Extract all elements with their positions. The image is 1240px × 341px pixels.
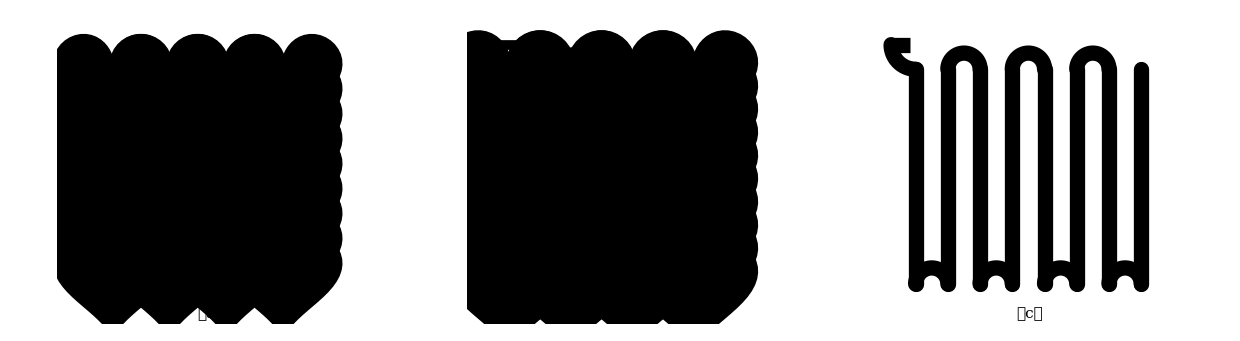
Polygon shape (110, 234, 228, 340)
Polygon shape (167, 184, 285, 291)
Polygon shape (110, 109, 228, 216)
Polygon shape (568, 54, 696, 169)
Polygon shape (507, 54, 635, 169)
Polygon shape (53, 159, 171, 266)
Polygon shape (445, 101, 573, 216)
Polygon shape (630, 124, 758, 239)
Polygon shape (167, 234, 285, 340)
Polygon shape (507, 77, 635, 193)
Polygon shape (630, 101, 758, 216)
Polygon shape (224, 109, 342, 216)
Polygon shape (224, 159, 342, 266)
Polygon shape (445, 54, 573, 169)
Polygon shape (110, 34, 228, 141)
Polygon shape (630, 31, 758, 146)
Polygon shape (167, 85, 285, 191)
Polygon shape (53, 184, 171, 291)
Polygon shape (507, 217, 635, 332)
Polygon shape (224, 85, 342, 191)
Polygon shape (507, 101, 635, 216)
Polygon shape (167, 134, 285, 241)
Polygon shape (445, 31, 573, 146)
Polygon shape (167, 60, 285, 166)
Polygon shape (445, 240, 573, 341)
Polygon shape (224, 184, 342, 291)
Polygon shape (110, 209, 228, 315)
Polygon shape (507, 124, 635, 239)
Polygon shape (110, 134, 228, 241)
Polygon shape (224, 134, 342, 241)
Polygon shape (167, 109, 285, 216)
Polygon shape (224, 60, 342, 166)
Polygon shape (630, 193, 758, 309)
Polygon shape (53, 234, 171, 340)
Polygon shape (224, 209, 342, 315)
Polygon shape (53, 134, 171, 241)
Polygon shape (630, 217, 758, 332)
Polygon shape (110, 159, 228, 266)
Polygon shape (507, 147, 635, 262)
Polygon shape (630, 54, 758, 169)
Polygon shape (110, 85, 228, 191)
Polygon shape (445, 217, 573, 332)
Polygon shape (224, 34, 342, 141)
Polygon shape (568, 77, 696, 193)
Polygon shape (630, 77, 758, 193)
Polygon shape (507, 170, 635, 285)
Polygon shape (568, 217, 696, 332)
Polygon shape (53, 34, 171, 141)
Polygon shape (630, 240, 758, 341)
Polygon shape (568, 124, 696, 239)
Polygon shape (224, 234, 342, 340)
Polygon shape (568, 193, 696, 309)
Polygon shape (167, 34, 285, 141)
Polygon shape (445, 77, 573, 193)
Polygon shape (630, 147, 758, 262)
Polygon shape (568, 170, 696, 285)
Polygon shape (53, 109, 171, 216)
Text: （c）: （c） (1016, 307, 1043, 321)
Polygon shape (53, 85, 171, 191)
Polygon shape (167, 209, 285, 315)
Polygon shape (568, 101, 696, 216)
Polygon shape (630, 170, 758, 285)
Polygon shape (445, 147, 573, 262)
Text: （b）: （b） (606, 307, 634, 321)
Polygon shape (445, 124, 573, 239)
Polygon shape (445, 170, 573, 285)
Polygon shape (568, 147, 696, 262)
Polygon shape (167, 159, 285, 266)
Polygon shape (568, 240, 696, 341)
Text: （a）: （a） (197, 307, 224, 321)
Polygon shape (110, 184, 228, 291)
Polygon shape (507, 193, 635, 309)
Polygon shape (53, 60, 171, 166)
Polygon shape (53, 209, 171, 315)
Polygon shape (110, 60, 228, 166)
Polygon shape (507, 31, 635, 146)
Polygon shape (507, 240, 635, 341)
Polygon shape (568, 31, 696, 146)
Polygon shape (445, 193, 573, 309)
